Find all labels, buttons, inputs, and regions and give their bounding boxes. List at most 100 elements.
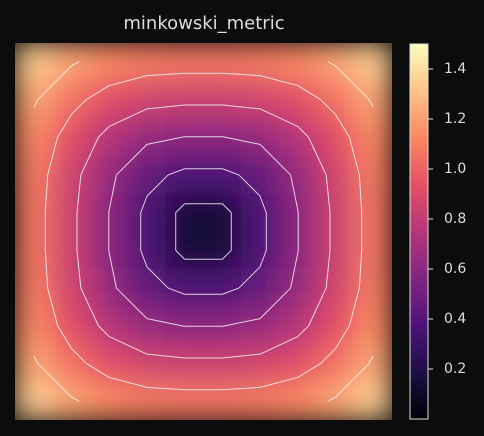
- heatmap-cell: [316, 155, 355, 195]
- heatmap-cell: [240, 155, 280, 195]
- contour-line: [108, 136, 299, 327]
- heatmap-cell: [52, 155, 91, 195]
- heatmap-cell: [127, 344, 167, 383]
- heatmap-cell: [278, 344, 318, 383]
- heatmap-cell: [240, 193, 280, 232]
- heatmap-cell: [15, 231, 54, 270]
- heatmap-cell: [353, 231, 392, 270]
- colorbar-tick-label: 0.8: [444, 211, 466, 227]
- heatmap-cell: [278, 80, 318, 119]
- heatmap-cells: [15, 43, 392, 420]
- heatmap-cell: [52, 344, 91, 383]
- heatmap-cell: [52, 193, 91, 232]
- heatmap-cell: [316, 231, 355, 270]
- heatmap-cell: [89, 117, 129, 157]
- heatmap-cell: [353, 381, 392, 420]
- heatmap-cell: [240, 80, 280, 119]
- colorbar-tick-label: 1.0: [444, 161, 466, 177]
- heatmap-cell: [240, 344, 280, 383]
- colorbar-tick-label: 0.4: [444, 311, 466, 327]
- heatmap-cell: [203, 231, 242, 270]
- heatmap-cell: [127, 155, 167, 195]
- heatmap-cell: [278, 117, 318, 157]
- heatmap-cell: [15, 193, 54, 232]
- heatmap-cell: [353, 193, 392, 232]
- heatmap-cell: [353, 306, 392, 346]
- heatmap-cell: [316, 117, 355, 157]
- heatmap-cell: [240, 306, 280, 346]
- heatmap-cell: [89, 306, 129, 346]
- heatmap-cell: [240, 231, 280, 270]
- heatmap-cell: [203, 43, 242, 82]
- heatmap-cell: [316, 268, 355, 308]
- chart-title: minkowski_metric: [123, 13, 284, 34]
- colorbar: [409, 43, 429, 420]
- heatmap-cell: [316, 381, 355, 420]
- colorbar-tick-label: 0.2: [444, 361, 466, 377]
- heatmap-cell: [127, 268, 167, 308]
- heatmap-cell: [203, 80, 242, 119]
- heatmap-cell: [52, 306, 91, 346]
- heatmap-cell: [15, 306, 54, 346]
- heatmap-cell: [165, 155, 204, 195]
- heatmap-cell: [89, 381, 129, 420]
- heatmap-cell: [278, 43, 318, 82]
- heatmap-cell: [165, 80, 204, 119]
- heatmap-cell: [52, 80, 91, 119]
- contour-line: [76, 104, 331, 359]
- heatmap-cell: [127, 193, 167, 232]
- heatmap-cell: [203, 344, 242, 383]
- heatmap-cell: [127, 80, 167, 119]
- heatmap-cell: [203, 381, 242, 420]
- heatmap-cell: [165, 381, 204, 420]
- heatmap-cell: [15, 117, 54, 157]
- heatmap-cell: [316, 193, 355, 232]
- heatmap-cell: [89, 155, 129, 195]
- heatmap-cell: [165, 344, 204, 383]
- heatmap-cell: [203, 268, 242, 308]
- heatmap-cell: [52, 231, 91, 270]
- heatmap-cell: [316, 80, 355, 119]
- heatmap-cell: [127, 306, 167, 346]
- heatmap-cell: [316, 43, 355, 82]
- heatmap-cell: [15, 344, 54, 383]
- heatmap-cell: [89, 43, 129, 82]
- heatmap-cell: [353, 344, 392, 383]
- heatmap-cell: [203, 193, 242, 232]
- heatmap-cell: [165, 43, 204, 82]
- heatmap-cell: [203, 155, 242, 195]
- heatmap-cell: [52, 43, 91, 82]
- heatmap-cell: [240, 117, 280, 157]
- heatmap-cell: [52, 268, 91, 308]
- heatmap-cell: [89, 344, 129, 383]
- heatmap-cell: [240, 268, 280, 308]
- heatmap-cell: [316, 306, 355, 346]
- heatmap-cell: [127, 117, 167, 157]
- heatmap: [15, 43, 392, 420]
- heatmap-cell: [52, 381, 91, 420]
- heatmap-cell: [316, 344, 355, 383]
- contours: [33, 61, 374, 402]
- heatmap-cell: [278, 381, 318, 420]
- heatmap-cell: [52, 117, 91, 157]
- heatmap-cell: [278, 306, 318, 346]
- heatmap-cell: [278, 268, 318, 308]
- heatmap-cell: [127, 231, 167, 270]
- colorbar-tick-label: 0.6: [444, 261, 466, 277]
- heatmap-cell: [89, 268, 129, 308]
- heatmap-cell: [353, 43, 392, 82]
- heatmap-cell: [165, 268, 204, 308]
- heatmap-cell: [165, 193, 204, 232]
- heatmap-cell: [89, 80, 129, 119]
- heatmap-cell: [353, 117, 392, 157]
- heatmap-cell: [165, 231, 204, 270]
- contour-line: [44, 72, 363, 391]
- heatmap-cell: [15, 381, 54, 420]
- contour-line: [140, 168, 267, 295]
- contour-line: [33, 61, 374, 402]
- heatmap-cell: [15, 80, 54, 119]
- heatmap-cell: [15, 43, 54, 82]
- colorbar-tick-label: 1.2: [444, 111, 466, 127]
- contour-line: [175, 203, 232, 260]
